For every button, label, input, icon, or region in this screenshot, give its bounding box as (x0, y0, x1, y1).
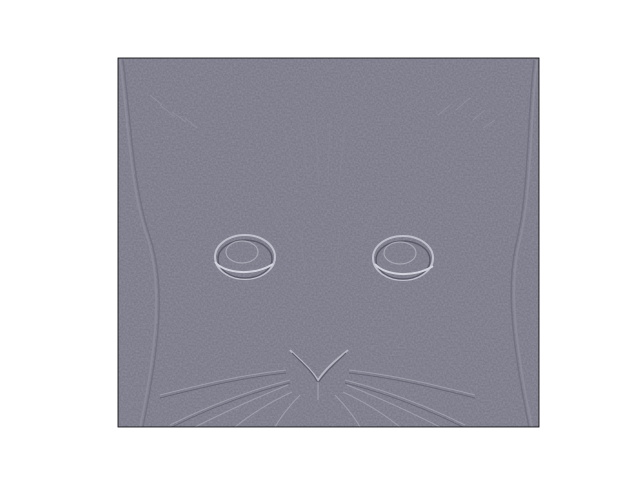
axes-frame (117, 57, 540, 428)
left-eye (214, 234, 276, 280)
filtered-cat-image (118, 58, 539, 427)
ear-texture (149, 94, 496, 129)
whiskers (159, 369, 476, 427)
left-head-edge (119, 59, 158, 427)
fur-streaks (269, 114, 381, 271)
nose (289, 349, 349, 400)
right-eye (372, 235, 434, 281)
right-head-edge (513, 59, 538, 427)
